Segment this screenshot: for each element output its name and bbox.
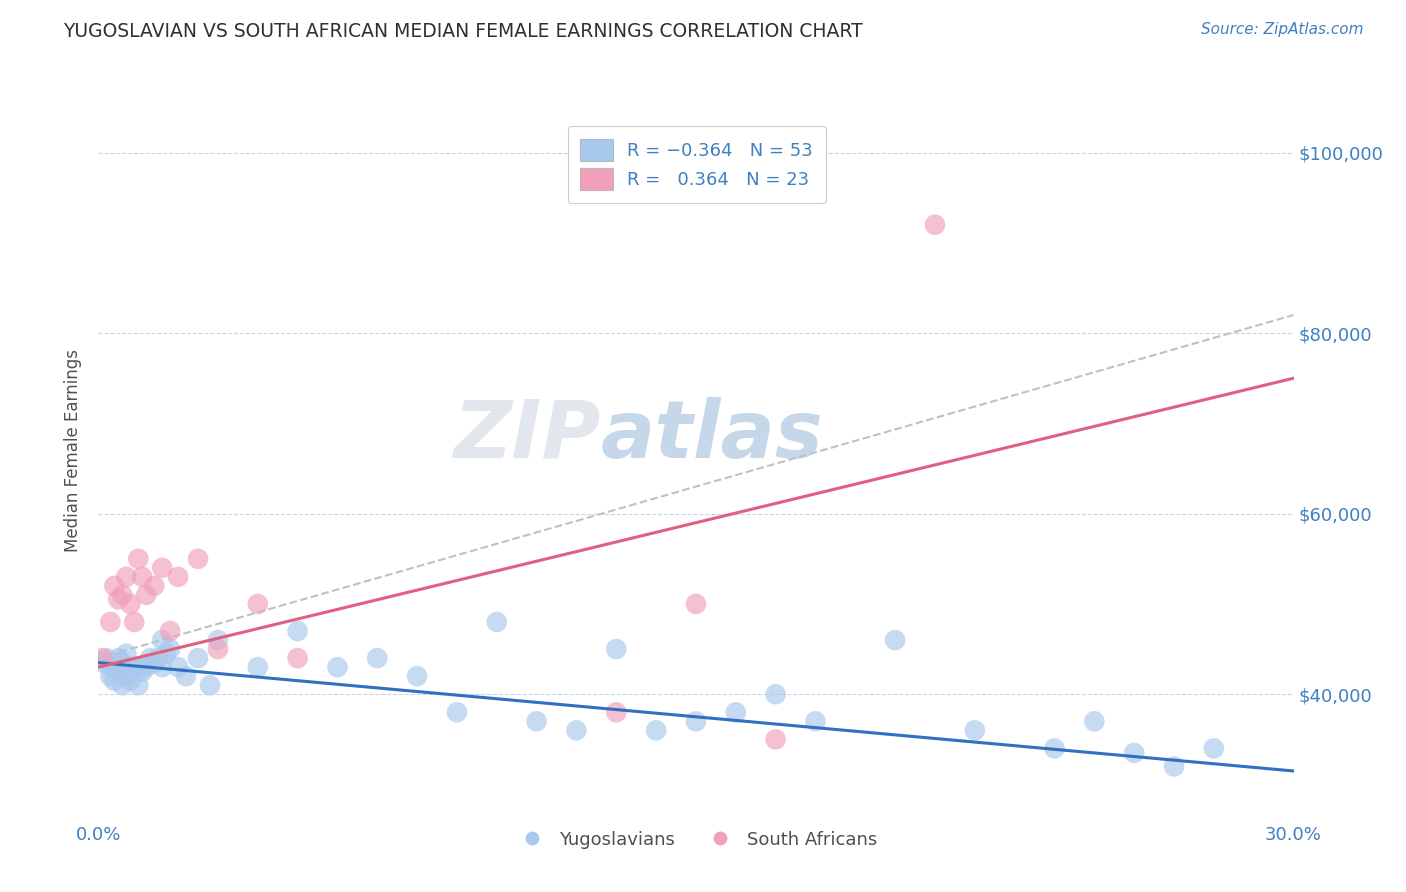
Point	[107, 592, 129, 607]
Point	[103, 579, 125, 593]
Point	[207, 642, 229, 657]
Point	[120, 673, 142, 688]
Point	[127, 551, 149, 566]
Point	[98, 660, 122, 674]
Point	[124, 615, 146, 629]
Point	[167, 660, 190, 674]
Point	[485, 615, 508, 629]
Point	[724, 706, 747, 720]
Point	[150, 633, 173, 648]
Point	[159, 642, 181, 657]
Point	[131, 570, 153, 584]
Point	[207, 633, 229, 648]
Point	[406, 669, 429, 683]
Point	[135, 588, 157, 602]
Point	[246, 597, 269, 611]
Legend: Yugoslavians, South Africans: Yugoslavians, South Africans	[508, 823, 884, 856]
Point	[1083, 714, 1105, 729]
Point	[103, 673, 125, 688]
Point	[963, 723, 986, 738]
Point	[148, 651, 170, 665]
Point	[685, 597, 707, 611]
Point	[155, 647, 177, 661]
Text: YUGOSLAVIAN VS SOUTH AFRICAN MEDIAN FEMALE EARNINGS CORRELATION CHART: YUGOSLAVIAN VS SOUTH AFRICAN MEDIAN FEMA…	[63, 22, 863, 41]
Point	[246, 660, 269, 674]
Point	[287, 651, 309, 665]
Point	[111, 678, 134, 692]
Point	[565, 723, 588, 738]
Y-axis label: Median Female Earnings: Median Female Earnings	[65, 349, 83, 552]
Point	[143, 656, 166, 670]
Point	[91, 656, 114, 670]
Point	[111, 588, 134, 602]
Point	[96, 651, 118, 665]
Point	[187, 651, 209, 665]
Point	[1043, 741, 1066, 756]
Point	[167, 570, 190, 584]
Point	[131, 665, 153, 679]
Point	[159, 624, 181, 638]
Point	[111, 656, 134, 670]
Point	[198, 678, 221, 692]
Point	[120, 597, 142, 611]
Point	[135, 660, 157, 674]
Point	[1123, 746, 1146, 760]
Point	[765, 687, 787, 701]
Point	[98, 669, 122, 683]
Point	[127, 678, 149, 692]
Point	[150, 660, 173, 674]
Point	[115, 570, 138, 584]
Point	[1163, 759, 1185, 773]
Point	[107, 665, 129, 679]
Point	[605, 706, 627, 720]
Point	[107, 651, 129, 665]
Point	[115, 647, 138, 661]
Point	[139, 651, 162, 665]
Point	[526, 714, 548, 729]
Point	[1202, 741, 1225, 756]
Point	[287, 624, 309, 638]
Point	[884, 633, 907, 648]
Point	[91, 651, 114, 665]
Point	[685, 714, 707, 729]
Point	[143, 579, 166, 593]
Point	[120, 660, 142, 674]
Text: ZIP: ZIP	[453, 397, 600, 475]
Point	[115, 669, 138, 683]
Point	[174, 669, 197, 683]
Text: Source: ZipAtlas.com: Source: ZipAtlas.com	[1201, 22, 1364, 37]
Point	[124, 660, 146, 674]
Point	[187, 551, 209, 566]
Text: atlas: atlas	[600, 397, 823, 475]
Point	[765, 732, 787, 747]
Point	[605, 642, 627, 657]
Point	[98, 615, 122, 629]
Point	[103, 660, 125, 674]
Point	[924, 218, 946, 232]
Point	[804, 714, 827, 729]
Point	[366, 651, 388, 665]
Point	[446, 706, 468, 720]
Point	[127, 660, 149, 674]
Point	[645, 723, 668, 738]
Point	[326, 660, 349, 674]
Point	[150, 561, 173, 575]
